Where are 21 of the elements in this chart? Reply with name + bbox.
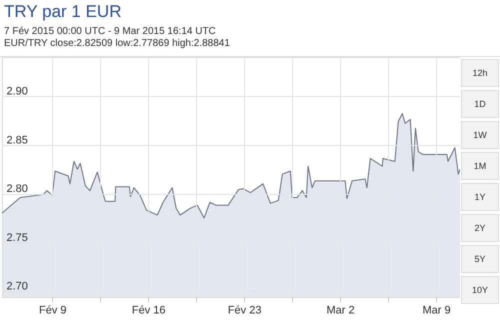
x-tick-label: Mar 2 [326,304,355,316]
text: 2Y [461,214,499,242]
x-tick-label: Mar 9 [422,304,451,316]
text: 5Y [461,245,499,273]
y-tick-label: 2.90 [6,86,28,98]
y-tick-label: 2.70 [6,280,28,293]
x-tick-label: Fév 23 [228,304,262,316]
text: EUR/TRY close:2.82509 low:2.77869 high:2.88841 [3,38,231,50]
text: 12h [461,59,499,87]
x-tick-label: Fév 9 [38,304,67,316]
y-tick-label: 2.85 [6,134,28,146]
text: 1W [461,121,499,149]
text: 1M [461,152,499,180]
chart-title: TRY par 1 EUR [3,1,122,23]
text: 10Y [461,276,499,304]
text: 1D [461,90,499,118]
x-tick-label: Fév 16 [132,304,166,316]
y-tick-label: 2.75 [6,232,28,244]
y-tick-label: 2.80 [6,183,28,196]
chart-subtitle: 7 Fév 2015 00:00 UTC - 9 Mar 2015 16:14 UTC [3,26,217,38]
text: 1Y [461,183,499,211]
